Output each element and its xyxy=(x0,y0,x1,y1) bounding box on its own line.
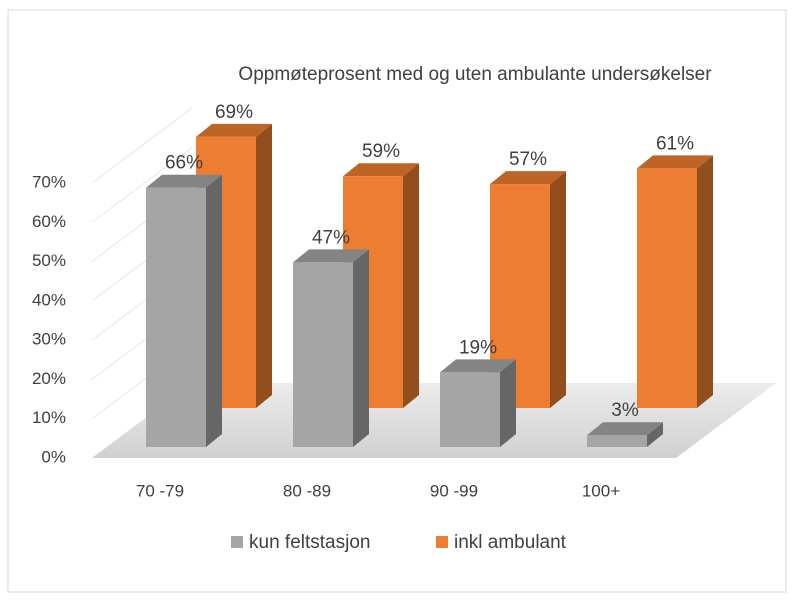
bar-top xyxy=(196,123,272,137)
bar-top xyxy=(637,155,713,169)
bar-side xyxy=(256,123,272,408)
value-label: 66% xyxy=(165,153,203,174)
bar-side xyxy=(500,359,516,447)
bar-top xyxy=(587,422,663,436)
legend-swatch xyxy=(231,536,243,548)
y-tick-label: 40% xyxy=(32,290,66,309)
y-tick-label: 20% xyxy=(32,369,66,388)
value-label: 59% xyxy=(362,141,400,162)
y-tick-label: 0% xyxy=(41,447,66,466)
value-label: 61% xyxy=(656,133,694,154)
y-tick-label: 50% xyxy=(32,251,66,270)
grid-line xyxy=(91,107,193,184)
bar-top xyxy=(293,249,369,263)
bar xyxy=(440,372,500,447)
x-tick-label: 80 -89 xyxy=(283,481,331,500)
bar-side xyxy=(647,422,663,447)
x-tick-label: 100+ xyxy=(582,481,620,500)
bar-side xyxy=(206,174,222,447)
bar-top xyxy=(490,171,566,185)
bar-side xyxy=(403,163,419,408)
bar xyxy=(293,262,353,447)
y-tick-label: 60% xyxy=(32,212,66,231)
value-label: 19% xyxy=(459,337,497,358)
value-label: 47% xyxy=(312,227,350,248)
bar-top xyxy=(343,163,419,177)
bar xyxy=(637,168,697,408)
bar xyxy=(146,187,206,447)
y-tick-label: 30% xyxy=(32,330,66,349)
bar-top xyxy=(146,174,222,188)
grid-line xyxy=(91,146,193,223)
chart-title: Oppmøteprosent med og uten ambulante und… xyxy=(238,64,712,85)
value-label: 57% xyxy=(509,149,547,170)
bar-side xyxy=(697,155,713,408)
legend-label: inkl ambulant xyxy=(454,532,567,553)
bar xyxy=(587,435,647,447)
y-tick-label: 10% xyxy=(32,408,66,427)
y-tick-label: 70% xyxy=(32,172,66,191)
value-label: 3% xyxy=(611,400,639,421)
value-label: 69% xyxy=(215,102,253,123)
legend-swatch xyxy=(436,536,448,548)
x-tick-label: 70 -79 xyxy=(136,481,184,500)
x-tick-label: 90 -99 xyxy=(430,481,478,500)
bar-side xyxy=(550,171,566,408)
legend-label: kun feltstasjon xyxy=(249,532,370,553)
bar-top xyxy=(440,359,516,373)
bar-side xyxy=(353,249,369,447)
